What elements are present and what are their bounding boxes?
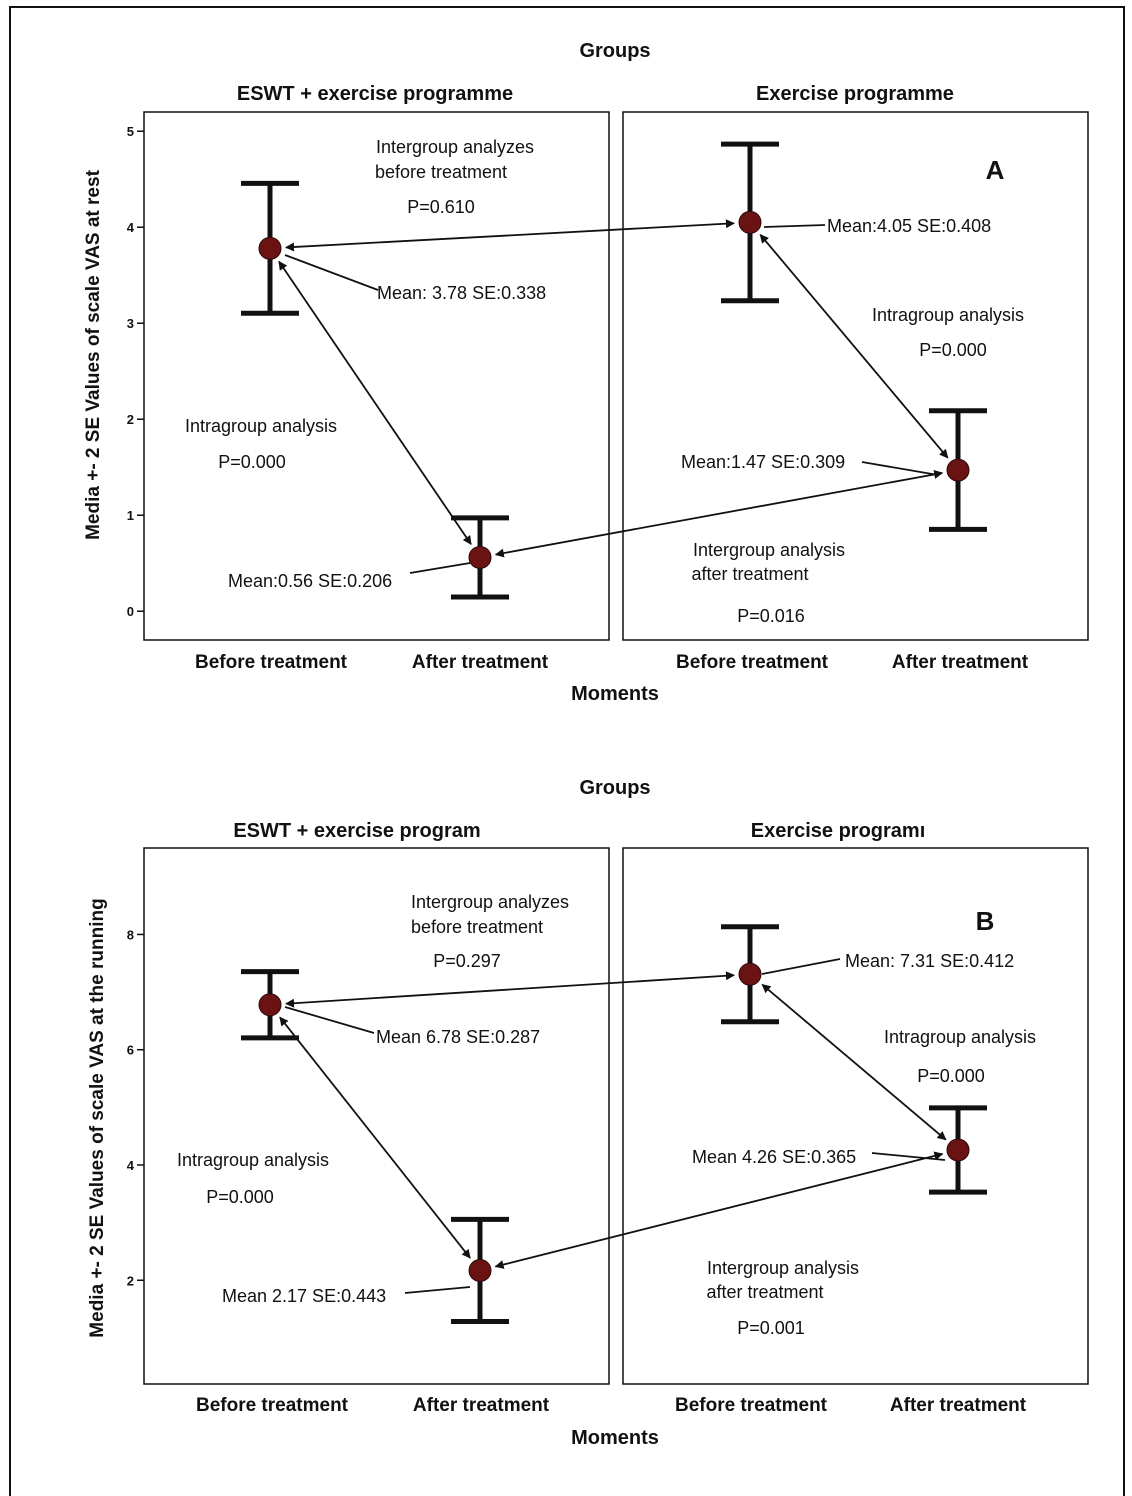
y-tick-label: 4	[127, 220, 135, 235]
label-leader-line	[761, 958, 841, 975]
label-leader-line	[284, 1006, 375, 1034]
chart-b-intergroup-after-line2: after treatment	[706, 1282, 823, 1302]
chart-b-x-axis-label: Moments	[571, 1427, 659, 1449]
intergroup-after-arrow	[494, 469, 944, 558]
y-tick-label: 4	[127, 1158, 135, 1173]
chart-a-arrows	[278, 219, 949, 574]
chart-b-panel-2-intragroup-p: P=0.000	[917, 1066, 985, 1086]
chart-a-intergroup-after-p: P=0.016	[737, 606, 805, 626]
chart-b-xtick-2-1: Before treatment	[675, 1395, 828, 1416]
intragroup-arrow-panel-2	[759, 233, 949, 459]
label-leader-line	[409, 562, 471, 574]
mean-marker	[468, 545, 492, 569]
mean-marker	[468, 1258, 492, 1282]
chart-a-intergroup-before-line2: before treatment	[375, 162, 507, 182]
chart-b-panel-2-intragroup-title: Intragroup analysis	[884, 1027, 1036, 1047]
chart-b-intergroup-before-line1: Intergroup analyzes	[411, 892, 569, 912]
chart-a-xtick-2-1: Before treatment	[676, 652, 829, 673]
chart-a-panel-1-intragroup-p: P=0.000	[218, 452, 286, 472]
y-tick-label: 2	[127, 1273, 134, 1288]
chart-b-xtick-1-2: After treatment	[413, 1395, 550, 1416]
label-leader-line	[404, 1286, 471, 1294]
chart-a-point-2-2-label: Mean:1.47 SE:0.309	[681, 452, 845, 472]
mean-marker	[946, 458, 970, 482]
chart-a-intergroup-after-line2: after treatment	[691, 564, 808, 584]
chart-b-xtick-1-1: Before treatment	[196, 1395, 349, 1416]
chart-a-letter: A	[986, 155, 1005, 185]
chart-a-panel-1-intragroup-title: Intragroup analysis	[185, 416, 337, 436]
chart-a-intergroup-after-line1: Intergroup analysis	[693, 540, 845, 560]
chart-b-panel-1-title: ESWT + exercise program	[233, 820, 480, 842]
chart-a: Groups ESWT + exercise programme Exercis…	[83, 40, 1089, 705]
intragroup-arrow-panel-1	[279, 1016, 471, 1259]
chart-a-xtick-1-1: Before treatment	[195, 652, 348, 673]
chart-a-x-axis-label: Moments	[571, 683, 659, 705]
chart-b-letter: B	[976, 906, 995, 936]
y-tick-label: 5	[127, 124, 134, 139]
chart-a-xtick-2-2: After treatment	[892, 652, 1029, 673]
label-leader-line	[871, 1152, 946, 1161]
label-leader-line	[861, 461, 939, 476]
chart-b-intergroup-after-line1: Intergroup analysis	[707, 1258, 859, 1278]
chart-b-y-axis: 2 4 6 8	[127, 927, 144, 1288]
chart-b-panel-1-frame	[143, 847, 610, 1385]
intragroup-arrow-panel-2	[761, 983, 947, 1141]
figure-frame	[9, 6, 1125, 1496]
intragroup-arrow-panel-1	[278, 260, 472, 545]
mean-marker	[946, 1138, 970, 1162]
chart-b-marks	[241, 924, 987, 1325]
chart-b-point-1-2-label: Mean 2.17 SE:0.443	[222, 1286, 386, 1306]
chart-b-header: Groups	[579, 777, 650, 799]
chart-a-panel-1-title: ESWT + exercise programme	[237, 83, 513, 105]
chart-b-intergroup-before-line2: before treatment	[411, 917, 543, 937]
chart-b-panel-2-title: Exercise programı	[751, 820, 926, 842]
chart-b-intergroup-before-p: P=0.297	[433, 951, 501, 971]
chart-a-point-2-1-label: Mean:4.05 SE:0.408	[827, 216, 991, 236]
chart-a-marks	[241, 141, 987, 600]
chart-a-panel-1-frame	[143, 111, 610, 641]
mean-marker	[738, 962, 762, 986]
chart-a-intergroup-before-p: P=0.610	[407, 197, 475, 217]
chart-b-panel-1-intragroup-title: Intragroup analysis	[177, 1150, 329, 1170]
chart-a-point-1-2-label: Mean:0.56 SE:0.206	[228, 571, 392, 591]
chart-b: Groups ESWT + exercise program Exercise …	[87, 777, 1089, 1449]
chart-b-point-2-1-label: Mean: 7.31 SE:0.412	[845, 951, 1014, 971]
y-tick-label: 3	[127, 316, 134, 331]
chart-a-y-axis-label: Media +- 2 SE Values of scale VAS at res…	[83, 169, 104, 539]
chart-b-intergroup-after-p: P=0.001	[737, 1318, 805, 1338]
chart-a-panel-2-intragroup-title: Intragroup analysis	[872, 305, 1024, 325]
intergroup-after-arrow	[494, 1151, 944, 1269]
chart-a-header: Groups	[579, 40, 650, 62]
y-tick-label: 2	[127, 412, 134, 427]
intergroup-before-arrow	[285, 219, 735, 252]
mean-marker	[738, 210, 762, 234]
chart-a-y-axis: 0 1 2 3 4 5	[127, 124, 144, 619]
y-tick-label: 8	[127, 927, 134, 942]
y-tick-label: 6	[127, 1043, 134, 1058]
label-leader-line	[763, 224, 826, 228]
y-tick-label: 0	[127, 604, 134, 619]
intergroup-before-arrow	[285, 971, 735, 1008]
chart-a-panel-2-frame	[622, 111, 1089, 641]
chart-b-panel-2-frame	[622, 847, 1089, 1385]
chart-b-arrows	[279, 958, 947, 1294]
mean-marker	[258, 993, 282, 1017]
chart-b-panel-1-intragroup-p: P=0.000	[206, 1187, 274, 1207]
chart-a-point-1-1-label: Mean: 3.78 SE:0.338	[377, 283, 546, 303]
chart-b-y-axis-label: Media +- 2 SE Values of scale VAS at the…	[87, 898, 108, 1337]
mean-marker	[258, 236, 282, 260]
chart-b-xtick-2-2: After treatment	[890, 1395, 1027, 1416]
chart-b-point-1-1-label: Mean 6.78 SE:0.287	[376, 1027, 540, 1047]
y-tick-label: 1	[127, 508, 134, 523]
chart-a-xtick-1-2: After treatment	[412, 652, 549, 673]
chart-a-intergroup-before-line1: Intergroup analyzes	[376, 137, 534, 157]
chart-b-point-2-2-label: Mean 4.26 SE:0.365	[692, 1147, 856, 1167]
chart-a-panel-2-title: Exercise programme	[756, 83, 954, 105]
label-leader-line	[284, 254, 379, 291]
chart-a-panel-2-intragroup-p: P=0.000	[919, 340, 987, 360]
